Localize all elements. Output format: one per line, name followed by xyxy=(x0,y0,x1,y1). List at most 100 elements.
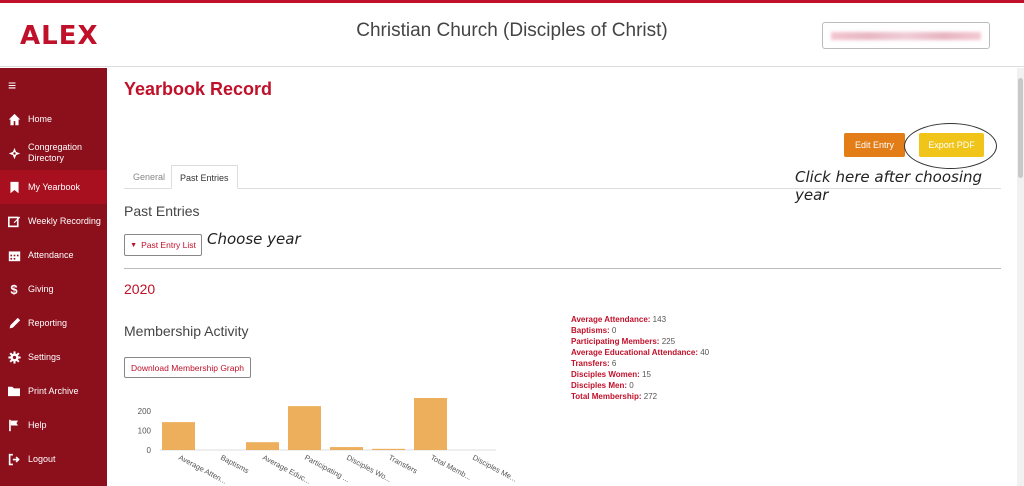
home-icon xyxy=(6,111,22,127)
dollar-icon: $ xyxy=(10,281,18,297)
scrollbar-thumb[interactable] xyxy=(1018,78,1023,178)
sidebar-item-label: Help xyxy=(28,419,47,430)
stat-value: 225 xyxy=(661,337,676,346)
sidebar-item-label: Attendance xyxy=(28,249,74,260)
sidebar-item-reporting[interactable]: Reporting xyxy=(0,306,107,340)
y-tick-label: 200 xyxy=(138,407,152,416)
menu-toggle-icon[interactable]: ≡ xyxy=(8,77,17,93)
stat-label: Disciples Men: xyxy=(571,381,628,390)
chart-bar xyxy=(162,422,195,450)
main-content: Yearbook Record Edit Entry Export PDF Cl… xyxy=(107,68,1017,486)
stat-row: Disciples Women: 15 xyxy=(571,369,709,380)
edit-entry-button[interactable]: Edit Entry xyxy=(844,133,905,157)
stat-value: 6 xyxy=(611,359,617,368)
annotation-year-hint: Choose year xyxy=(207,230,301,248)
stat-value: 0 xyxy=(629,381,634,390)
past-entry-list-label: Past Entry List xyxy=(141,240,196,250)
sidebar-item-settings[interactable]: Settings xyxy=(0,340,107,374)
flag-icon xyxy=(6,417,22,433)
x-tick-label: Disciples Wo... xyxy=(345,453,393,484)
x-tick-label: Total Memb... xyxy=(429,453,473,482)
sidebar-item-print-archive[interactable]: Print Archive xyxy=(0,374,107,408)
sidebar-item-weekly-recording[interactable]: Weekly Recording xyxy=(0,204,107,238)
annotation-export-hint: Click here after choosing year xyxy=(795,168,983,204)
stat-row: Participating Members: 225 xyxy=(571,336,709,347)
page-title: Yearbook Record xyxy=(124,79,273,99)
sidebar-item-label: Giving xyxy=(28,283,54,294)
stat-label: Total Membership: xyxy=(571,392,642,401)
sidebar-item-label: Settings xyxy=(28,351,61,362)
sidebar-item-congregation-directory[interactable]: Congregation Directory xyxy=(0,136,107,170)
chart-bar xyxy=(372,448,405,450)
tab-past-entries[interactable]: Past Entries xyxy=(171,165,238,189)
sidebar-item-help[interactable]: Help xyxy=(0,408,107,442)
y-tick-label: 0 xyxy=(147,446,152,455)
site-title-text: Christian Church (Disciples of Christ) xyxy=(356,20,668,41)
download-membership-graph-button[interactable]: Download Membership Graph xyxy=(124,357,251,378)
stat-value: 0 xyxy=(611,326,617,335)
folder-icon xyxy=(6,383,22,399)
sidebar: ≡ Home Congregation Directory My Yearboo… xyxy=(0,68,107,486)
sidebar-item-attendance[interactable]: Attendance xyxy=(0,238,107,272)
stat-label: Disciples Women: xyxy=(571,370,640,379)
edit-icon xyxy=(6,213,22,229)
stat-label: Average Educational Attendance: xyxy=(571,348,698,357)
top-header: ALEX Christian Church (Disciples of Chri… xyxy=(0,3,1024,67)
past-entry-list-button[interactable]: ▼ Past Entry List xyxy=(124,234,202,256)
sidebar-item-label: My Yearbook xyxy=(28,181,81,192)
sidebar-item-home[interactable]: Home xyxy=(0,102,107,136)
user-account-box[interactable] xyxy=(822,22,990,49)
compass-icon xyxy=(6,145,22,161)
chart-bar xyxy=(414,398,447,450)
sidebar-item-label: Print Archive xyxy=(28,385,79,396)
page-scrollbar[interactable] xyxy=(1017,68,1024,486)
stat-row: Disciples Men: 0 xyxy=(571,380,709,391)
gear-icon xyxy=(6,349,22,365)
stat-row: Average Educational Attendance: 40 xyxy=(571,347,709,358)
stat-label: Transfers: xyxy=(571,359,610,368)
annotation-circle xyxy=(904,123,997,169)
stat-label: Baptisms: xyxy=(571,326,610,335)
pencil-icon xyxy=(6,315,22,331)
sidebar-item-label: Home xyxy=(28,113,53,124)
bookmark-icon xyxy=(6,179,22,195)
membership-activity-title: Membership Activity xyxy=(124,323,249,339)
membership-stats: Average Attendance: 143 Baptisms: 0 Part… xyxy=(571,314,709,402)
stat-value: 143 xyxy=(652,315,667,324)
x-tick-label: Transfers xyxy=(387,453,419,476)
logout-icon xyxy=(6,451,22,467)
x-tick-label: Baptisms xyxy=(219,453,251,476)
sidebar-item-label: Congregation Directory xyxy=(28,142,83,163)
section-title: Past Entries xyxy=(124,203,200,219)
sidebar-item-label: Weekly Recording xyxy=(28,215,101,226)
chart-bar xyxy=(246,442,279,450)
entry-year: 2020 xyxy=(124,281,156,297)
sidebar-item-label: Reporting xyxy=(28,317,68,328)
stat-row: Baptisms: 0 xyxy=(571,325,709,336)
chart-bar xyxy=(288,406,321,450)
stat-label: Average Attendance: xyxy=(571,315,651,324)
y-tick-label: 100 xyxy=(138,427,152,436)
stat-row: Transfers: 6 xyxy=(571,358,709,369)
record-tabs: General Past Entries xyxy=(124,165,1001,189)
sidebar-item-my-yearbook[interactable]: My Yearbook xyxy=(0,170,107,204)
top-accent-line xyxy=(0,0,1024,3)
stat-value: 15 xyxy=(642,370,651,379)
tab-general[interactable]: General xyxy=(133,172,166,182)
alex-logo[interactable]: ALEX xyxy=(20,21,99,51)
stat-value: 272 xyxy=(643,392,658,401)
x-tick-label: Disciples Me... xyxy=(471,453,518,484)
stat-value: 40 xyxy=(700,348,710,357)
chevron-down-icon: ▼ xyxy=(130,241,138,249)
divider xyxy=(124,268,1001,269)
blurred-user-name xyxy=(831,32,981,40)
stat-row: Total Membership: 272 xyxy=(571,391,709,402)
stat-row: Average Attendance: 143 xyxy=(571,314,709,325)
sidebar-item-giving[interactable]: $ Giving xyxy=(0,272,107,306)
sidebar-item-logout[interactable]: Logout xyxy=(0,442,107,476)
chart-bar xyxy=(330,447,363,450)
stat-label: Participating Members: xyxy=(571,337,660,346)
sidebar-item-label: Logout xyxy=(28,453,56,464)
site-title: Christian Church (Disciples of Christ) xyxy=(0,20,1024,42)
